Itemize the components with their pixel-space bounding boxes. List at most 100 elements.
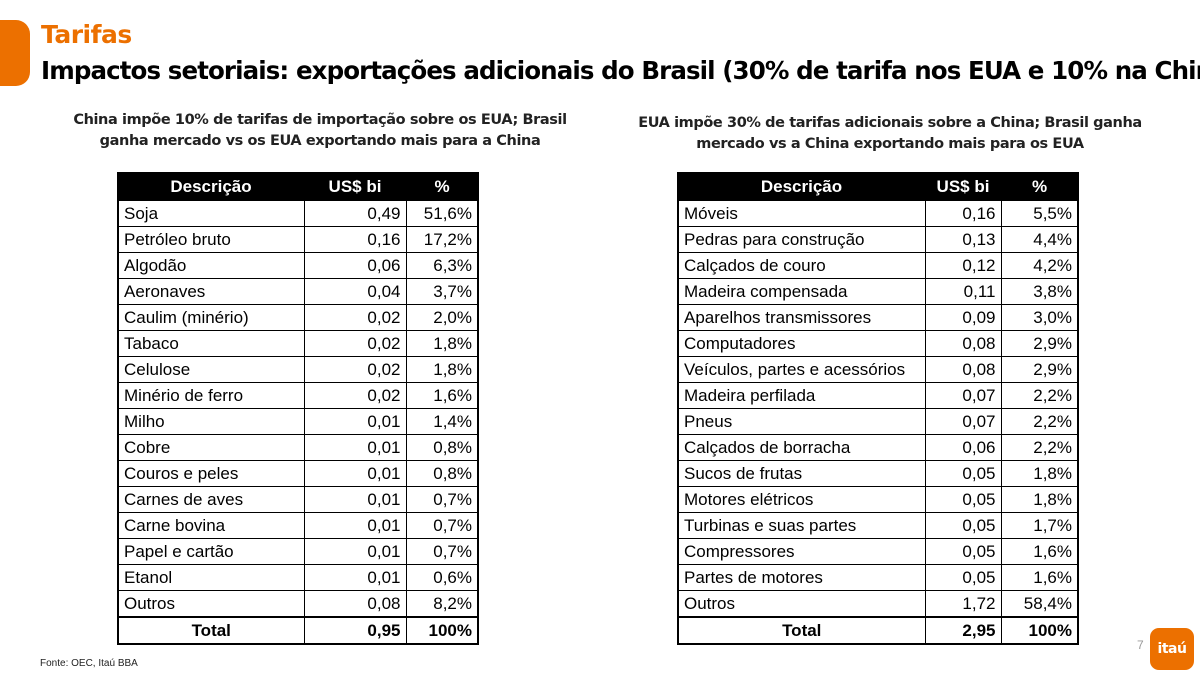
table-row: Sucos de frutas 0,05 1,8%: [677, 460, 1079, 487]
cell-value: 0,11: [924, 278, 1002, 305]
cell-description: Algodão: [117, 252, 305, 279]
cell-percent: 4,4%: [1000, 226, 1079, 253]
total-row: Total 2,95 100%: [677, 616, 1079, 645]
table-row: Carne bovina 0,01 0,7%: [117, 512, 479, 539]
table-row: Turbinas e suas partes 0,05 1,7%: [677, 512, 1079, 539]
total-label: Total: [117, 616, 305, 645]
cell-description: Veículos, partes e acessórios: [677, 356, 926, 383]
usa-tariff-table: Descrição US$ bi % Móveis 0,16 5,5% Pedras …: [677, 172, 1079, 645]
column-header-value: US$ bi: [924, 172, 1002, 201]
table-row: Aeronaves 0,04 3,7%: [117, 278, 479, 305]
cell-percent: 1,8%: [1000, 486, 1079, 513]
cell-value: 0,04: [303, 278, 407, 305]
cell-percent: 0,6%: [405, 564, 479, 591]
cell-description: Carne bovina: [117, 512, 305, 539]
cell-description: Milho: [117, 408, 305, 435]
cell-description: Motores elétricos: [677, 486, 926, 513]
table-row: Etanol 0,01 0,6%: [117, 564, 479, 591]
cell-description: Caulim (minério): [117, 304, 305, 331]
cell-value: 0,02: [303, 356, 407, 383]
cell-description: Pedras para construção: [677, 226, 926, 253]
left-table-caption: China impõe 10% de tarifas de importação…: [73, 112, 567, 149]
cell-percent: 2,0%: [405, 304, 479, 331]
table-row: Papel e cartão 0,01 0,7%: [117, 538, 479, 565]
table-row: Couros e peles 0,01 0,8%: [117, 460, 479, 487]
table-row: Pneus 0,07 2,2%: [677, 408, 1079, 435]
table-row: Motores elétricos 0,05 1,8%: [677, 486, 1079, 513]
table-row: Móveis 0,16 5,5%: [677, 199, 1079, 227]
cell-description: Pneus: [677, 408, 926, 435]
table-row: Pedras para construção 0,13 4,4%: [677, 226, 1079, 253]
cell-value: 0,01: [303, 460, 407, 487]
cell-value: 0,02: [303, 382, 407, 409]
total-percent: 100%: [1000, 616, 1079, 645]
table-row: Outros 0,08 8,2%: [117, 590, 479, 618]
column-header-percent: %: [405, 172, 479, 201]
cell-description: Minério de ferro: [117, 382, 305, 409]
cell-value: 0,16: [303, 226, 407, 253]
cell-value: 0,01: [303, 564, 407, 591]
cell-description: Carnes de aves: [117, 486, 305, 513]
cell-percent: 2,2%: [1000, 408, 1079, 435]
cell-value: 0,05: [924, 564, 1002, 591]
cell-percent: 1,8%: [405, 330, 479, 357]
cell-description: Papel e cartão: [117, 538, 305, 565]
cell-value: 0,01: [303, 538, 407, 565]
cell-value: 0,01: [303, 512, 407, 539]
cell-value: 0,01: [303, 434, 407, 461]
cell-percent: 2,2%: [1000, 434, 1079, 461]
column-header-description: Descrição: [677, 172, 926, 201]
cell-value: 0,06: [303, 252, 407, 279]
total-label: Total: [677, 616, 926, 645]
cell-percent: 4,2%: [1000, 252, 1079, 279]
cell-description: Computadores: [677, 330, 926, 357]
table-row: Veículos, partes e acessórios 0,08 2,9%: [677, 356, 1079, 383]
table-row: Madeira compensada 0,11 3,8%: [677, 278, 1079, 305]
cell-description: Madeira compensada: [677, 278, 926, 305]
cell-value: 0,02: [303, 330, 407, 357]
cell-percent: 3,0%: [1000, 304, 1079, 331]
cell-value: 0,05: [924, 512, 1002, 539]
table-body: Móveis 0,16 5,5% Pedras para construção 0,13…: [677, 199, 1079, 645]
china-tariff-table: Descrição US$ bi % Soja 0,49 51,6% Petróleo…: [117, 172, 479, 645]
cell-description: Partes de motores: [677, 564, 926, 591]
page-title: Impactos setoriais: exportações adiciona…: [41, 56, 1200, 85]
cell-value: 0,07: [924, 382, 1002, 409]
cell-description: Etanol: [117, 564, 305, 591]
cell-description: Sucos de frutas: [677, 460, 926, 487]
cell-description: Turbinas e suas partes: [677, 512, 926, 539]
cell-value: 0,05: [924, 538, 1002, 565]
cell-description: Aeronaves: [117, 278, 305, 305]
cell-value: 0,06: [924, 434, 1002, 461]
total-row: Total 0,95 100%: [117, 616, 479, 645]
cell-percent: 1,7%: [1000, 512, 1079, 539]
cell-percent: 17,2%: [405, 226, 479, 253]
cell-percent: 2,9%: [1000, 356, 1079, 383]
table-row: Celulose 0,02 1,8%: [117, 356, 479, 383]
column-header-value: US$ bi: [303, 172, 407, 201]
cell-description: Petróleo bruto: [117, 226, 305, 253]
table-row: Soja 0,49 51,6%: [117, 199, 479, 227]
cell-description: Calçados de couro: [677, 252, 926, 279]
cell-value: 0,13: [924, 226, 1002, 253]
cell-value: 0,08: [924, 330, 1002, 357]
cell-percent: 0,7%: [405, 512, 479, 539]
table-row: Outros 1,72 58,4%: [677, 590, 1079, 618]
table-row: Milho 0,01 1,4%: [117, 408, 479, 435]
cell-value: 0,08: [924, 356, 1002, 383]
cell-percent: 51,6%: [405, 199, 479, 227]
cell-description: Calçados de borracha: [677, 434, 926, 461]
table-row: Algodão 0,06 6,3%: [117, 252, 479, 279]
cell-percent: 3,7%: [405, 278, 479, 305]
itau-logo: itaú: [1150, 628, 1194, 670]
cell-percent: 1,6%: [1000, 564, 1079, 591]
table-row: Computadores 0,08 2,9%: [677, 330, 1079, 357]
cell-description: Outros: [677, 590, 926, 618]
cell-description: Tabaco: [117, 330, 305, 357]
source-note: Fonte: OEC, Itaú BBA: [40, 658, 138, 669]
table-header-row: Descrição US$ bi %: [117, 172, 479, 201]
column-header-percent: %: [1000, 172, 1079, 201]
cell-percent: 0,7%: [405, 486, 479, 513]
accent-bar: [0, 20, 30, 86]
right-table-caption: EUA impõe 30% de tarifas adicionais sobr…: [638, 115, 1142, 152]
